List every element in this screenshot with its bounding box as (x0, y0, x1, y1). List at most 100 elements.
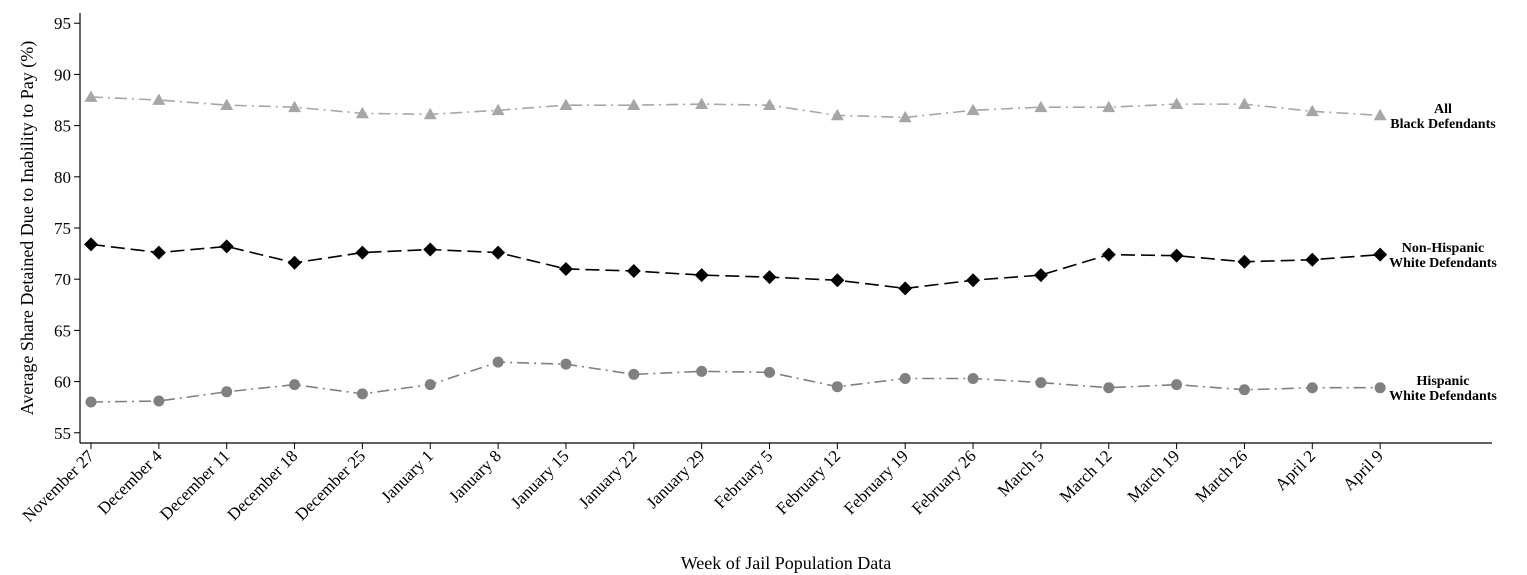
x-tick-label: April 2 (1271, 446, 1319, 494)
data-point (152, 93, 166, 105)
data-point (967, 373, 979, 384)
series-0 (84, 90, 1387, 123)
x-tick-label: December 11 (156, 446, 233, 523)
x-tick-label: January 22 (575, 446, 641, 512)
data-point (356, 388, 368, 400)
x-tick-label: January 15 (507, 446, 573, 512)
data-point (1035, 377, 1047, 389)
data-point (696, 365, 708, 377)
data-point (1305, 104, 1319, 117)
data-point (355, 245, 370, 260)
data-point (1373, 108, 1387, 121)
data-point (830, 273, 845, 288)
data-point (899, 373, 911, 384)
data-point (898, 110, 912, 123)
y-tick-label: 85 (54, 117, 71, 136)
data-point (694, 268, 709, 283)
series-label: White Defendants (1389, 256, 1497, 271)
series-line (90, 243, 1381, 290)
data-point (1306, 382, 1318, 394)
series-label: White Defendants (1389, 389, 1497, 404)
data-point (1170, 97, 1184, 109)
data-point (558, 261, 573, 276)
series-line (90, 96, 1381, 119)
data-point (219, 239, 234, 254)
data-point (1101, 247, 1116, 262)
x-tick-label: February 26 (908, 446, 980, 518)
data-point (695, 97, 709, 109)
series-1 (84, 237, 1388, 296)
y-tick-label: 70 (54, 270, 71, 289)
data-point (424, 379, 436, 391)
data-point (898, 281, 913, 296)
x-tick-label: December 4 (94, 446, 166, 518)
series-layer (84, 90, 1388, 408)
data-point (84, 237, 98, 252)
data-point (491, 245, 506, 260)
y-tick-label: 75 (54, 219, 71, 238)
data-point (1171, 379, 1183, 391)
data-point (764, 366, 775, 378)
data-point (85, 396, 97, 408)
data-point (1103, 382, 1115, 394)
data-point (1374, 382, 1386, 394)
data-point (355, 106, 369, 119)
data-point (762, 270, 777, 285)
x-tick-label: January 29 (643, 446, 709, 512)
data-point (1169, 248, 1184, 263)
x-tick-label: February 19 (840, 446, 912, 518)
data-point (559, 98, 573, 111)
data-point (220, 98, 234, 111)
series-label: All (1434, 102, 1452, 117)
data-point (1034, 100, 1048, 113)
x-tick-label: January 8 (445, 446, 505, 506)
data-point (763, 98, 776, 111)
data-point (1237, 254, 1252, 269)
data-point (626, 264, 641, 278)
x-tick-label: January 1 (377, 446, 437, 506)
data-point (423, 242, 438, 257)
data-point (831, 381, 843, 393)
data-point (1238, 384, 1250, 396)
x-tick-label: March 5 (994, 446, 1048, 500)
data-point (1033, 268, 1048, 283)
series-2 (85, 356, 1386, 408)
series-label: Non-Hispanic (1402, 241, 1484, 256)
x-tick-label: December 25 (291, 446, 369, 524)
x-axis-title: Week of Jail Population Data (681, 553, 892, 573)
y-tick-label: 90 (54, 65, 71, 84)
data-point (153, 395, 165, 407)
series-label: Black Defendants (1390, 117, 1496, 132)
series-line (90, 361, 1381, 403)
data-point (287, 255, 302, 270)
x-tick-label: November 27 (19, 446, 99, 526)
data-point (627, 98, 641, 111)
x-tick-label: December 18 (224, 446, 302, 524)
data-point (221, 386, 233, 398)
y-tick-label: 95 (54, 14, 71, 33)
x-tick-label: February 12 (772, 446, 844, 518)
data-point (830, 108, 844, 121)
x-tick-label: February 5 (710, 446, 776, 512)
data-point (560, 358, 572, 370)
data-point (1305, 252, 1320, 267)
y-tick-label: 60 (54, 373, 71, 392)
x-tick-label: March 12 (1056, 446, 1116, 506)
data-point (288, 100, 302, 113)
x-tick-label: April 9 (1339, 446, 1387, 494)
y-tick-label: 65 (54, 321, 71, 340)
x-tick-label: March 19 (1124, 446, 1184, 506)
y-tick-label: 55 (54, 424, 71, 443)
y-axis-title: Average Share Detained Due to Inability … (17, 41, 38, 416)
x-tick-label: March 26 (1191, 446, 1251, 506)
data-point (289, 379, 301, 391)
y-tick-label: 80 (54, 168, 71, 187)
data-point (966, 273, 981, 288)
data-point (1102, 100, 1116, 113)
data-point (423, 107, 437, 120)
data-point (628, 368, 640, 380)
data-point (1237, 97, 1251, 109)
